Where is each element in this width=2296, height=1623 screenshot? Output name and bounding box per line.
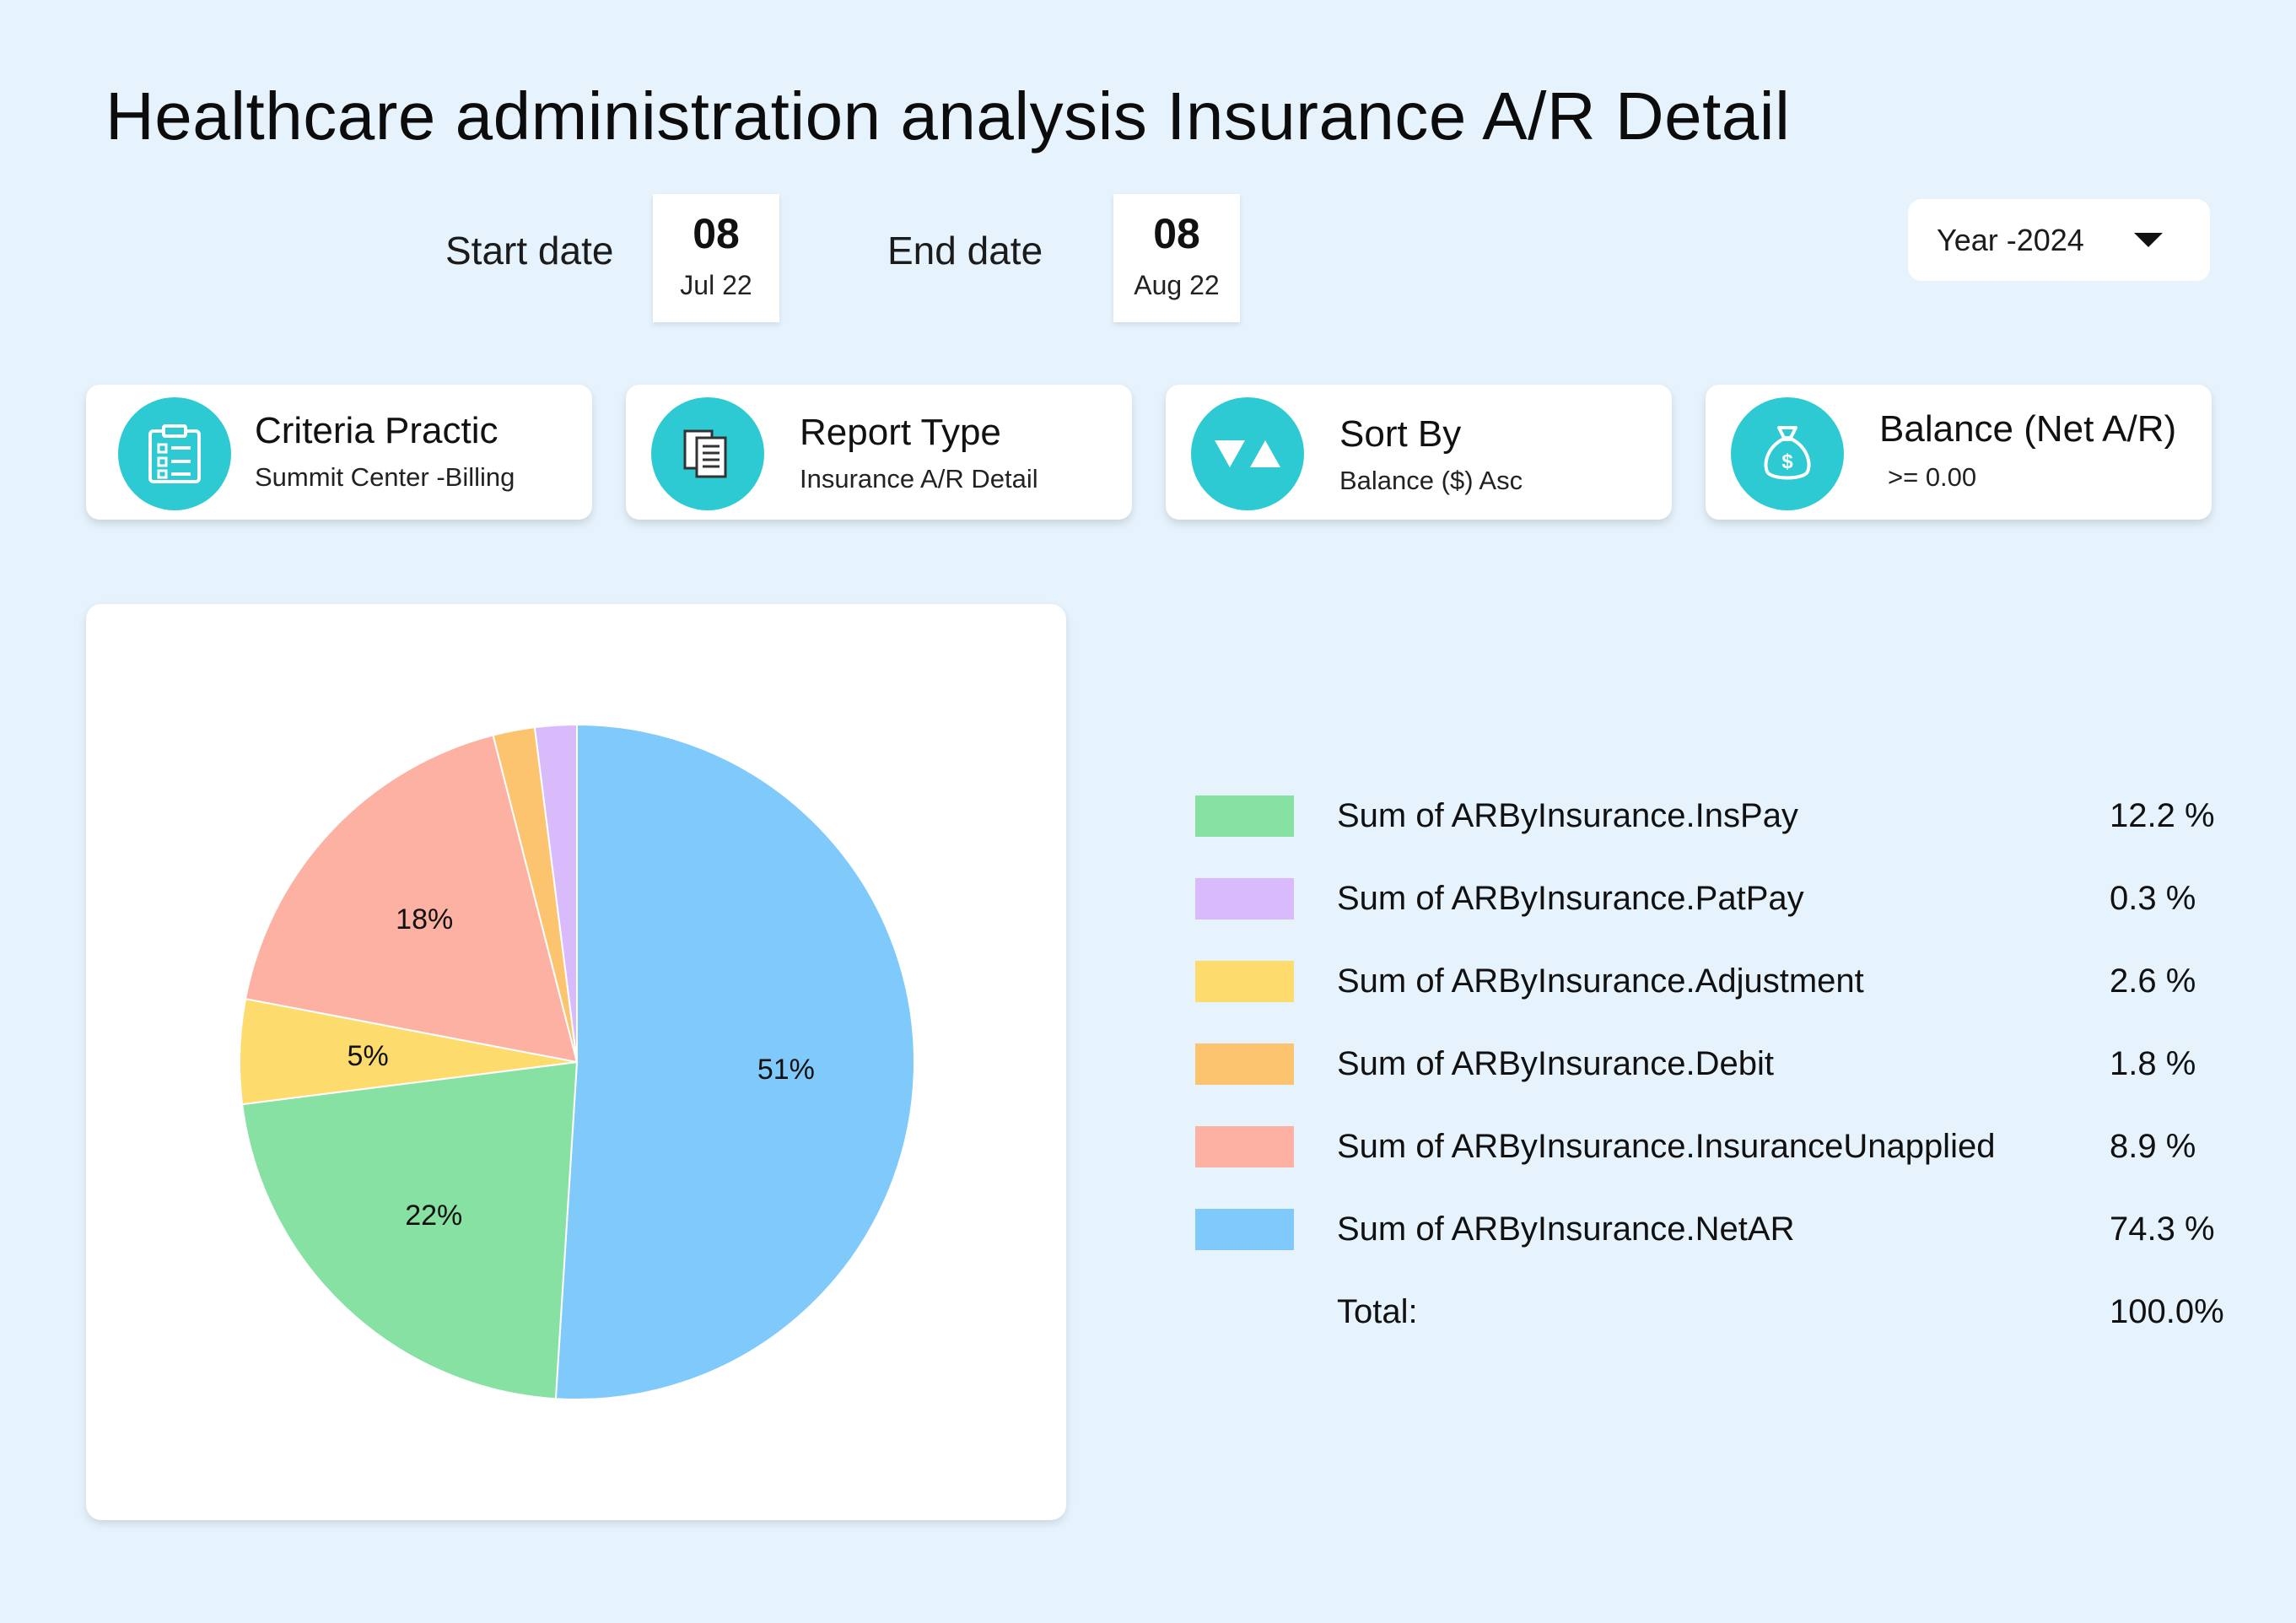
pie-slice xyxy=(244,734,579,1064)
start-date-day: 08 xyxy=(693,210,740,257)
sort-by-title: Sort By xyxy=(1339,413,1462,455)
pie-slice-label: 22% xyxy=(405,1200,462,1232)
criteria-practice-card[interactable]: Criteria Practic Summit Center -Billing xyxy=(86,385,592,520)
legend-label: Sum of ARByInsurance.Debit xyxy=(1337,1045,1775,1082)
year-dropdown[interactable]: Year -2024 xyxy=(1908,199,2210,281)
legend-item: Sum of ARByInsurance.NetAR 74.3 % xyxy=(1195,1204,2241,1254)
legend-swatch xyxy=(1195,795,1294,837)
legend-percent: 2.6 % xyxy=(2110,962,2196,1000)
legend-total-percent: 100.0% xyxy=(2110,1293,2224,1330)
pie-slice-label: 18% xyxy=(396,903,453,936)
criteria-practice-title: Criteria Practic xyxy=(255,410,499,451)
legend-item: Sum of ARByInsurance.PatPay 0.3 % xyxy=(1195,873,2241,924)
legend-percent: 74.3 % xyxy=(2110,1211,2215,1248)
legend-percent: 1.8 % xyxy=(2110,1045,2196,1082)
balance-net-ar-value: >= 0.00 xyxy=(1888,462,1977,492)
legend-total-label: Total: xyxy=(1337,1293,1418,1330)
legend-label: Sum of ARByInsurance.NetAR xyxy=(1337,1211,1795,1248)
legend-swatch xyxy=(1195,1126,1294,1167)
year-dropdown-value: Year -2024 xyxy=(1937,222,2084,257)
legend-swatch xyxy=(1195,1043,1294,1085)
legend-label: Sum of ARByInsurance.InsuranceUnapplied xyxy=(1337,1128,1996,1165)
pie-slice-label: 5% xyxy=(348,1040,389,1072)
legend-item: Sum of ARByInsurance.InsuranceUnapplied … xyxy=(1195,1121,2241,1172)
legend-label: Sum of ARByInsurance.InsPay xyxy=(1337,797,1798,834)
report-type-title: Report Type xyxy=(800,412,1001,453)
legend-percent: 12.2 % xyxy=(2110,797,2215,834)
end-date-day: 08 xyxy=(1153,210,1200,257)
report-type-value: Insurance A/R Detail xyxy=(800,464,1038,493)
legend-item: Sum of ARByInsurance.Debit 1.8 % xyxy=(1195,1038,2241,1089)
start-date-label: Start date xyxy=(445,229,614,272)
legend-percent: 0.3 % xyxy=(2110,880,2196,917)
sort-by-card[interactable]: Sort By Balance ($) Asc xyxy=(1166,385,1672,520)
pie-slice xyxy=(554,723,915,1400)
criteria-practice-value: Summit Center -Billing xyxy=(255,462,515,492)
legend-percent: 8.9 % xyxy=(2110,1128,2196,1165)
legend-label: Sum of ARByInsurance.Adjustment xyxy=(1337,962,1864,1000)
money-bag-icon: $ xyxy=(1731,397,1844,510)
start-date-picker[interactable]: 08 Jul 22 xyxy=(653,194,779,322)
caret-down-icon xyxy=(2134,233,2163,247)
end-date-label: End date xyxy=(887,229,1043,272)
legend-swatch xyxy=(1195,1209,1294,1250)
documents-icon xyxy=(651,397,764,510)
report-type-card[interactable]: Report Type Insurance A/R Detail xyxy=(626,385,1132,520)
page-title: Healthcare administration analysis Insur… xyxy=(105,78,1791,154)
end-date-picker[interactable]: 08 Aug 22 xyxy=(1113,194,1240,322)
clipboard-checklist-icon xyxy=(118,397,231,510)
pie-chart-panel: 51% 22% 5% 18% xyxy=(86,604,1066,1520)
sort-triangles-icon xyxy=(1191,397,1304,510)
sort-by-value: Balance ($) Asc xyxy=(1339,466,1523,495)
legend-total-row: Total: 100.0% xyxy=(1195,1286,2241,1337)
start-date-month: Jul 22 xyxy=(680,270,752,300)
end-date-month: Aug 22 xyxy=(1134,270,1220,300)
balance-net-ar-title: Balance (Net A/R) xyxy=(1879,408,2177,450)
legend-swatch xyxy=(1195,961,1294,1002)
pie-slice xyxy=(241,1060,579,1400)
legend-label: Sum of ARByInsurance.PatPay xyxy=(1337,880,1804,917)
legend-item: Sum of ARByInsurance.Adjustment 2.6 % xyxy=(1195,956,2241,1006)
pie-slice xyxy=(533,723,578,1063)
pie-chart: 51% 22% 5% 18% xyxy=(239,723,915,1400)
legend-swatch xyxy=(1195,878,1294,919)
svg-text:$: $ xyxy=(1781,450,1793,473)
legend-item: Sum of ARByInsurance.InsPay 12.2 % xyxy=(1195,790,2241,841)
pie-slice-label: 51% xyxy=(757,1054,815,1086)
balance-net-ar-card[interactable]: $ Balance (Net A/R) >= 0.00 xyxy=(1706,385,2212,520)
